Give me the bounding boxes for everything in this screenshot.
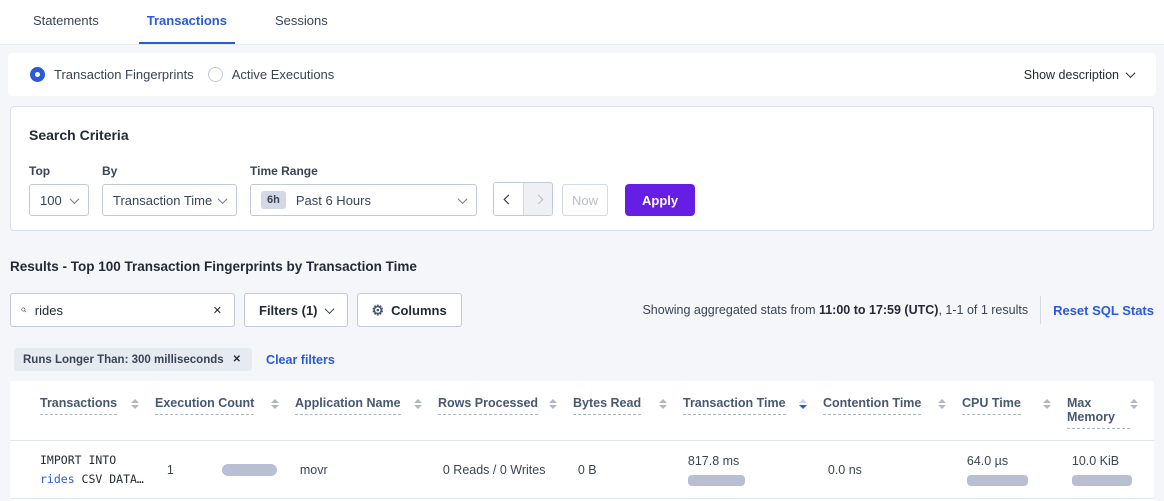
time-range-select[interactable]: 6h Past 6 Hours bbox=[250, 184, 477, 216]
transaction-time-bar bbox=[687, 474, 745, 486]
now-button[interactable]: Now bbox=[562, 184, 608, 216]
search-criteria-title: Search Criteria bbox=[29, 127, 129, 143]
tab-transactions[interactable]: Transactions bbox=[138, 13, 235, 44]
search-criteria-card: Search Criteria Top 100 By Transaction T… bbox=[10, 106, 1154, 231]
column-header-application-name[interactable]: Application Name bbox=[295, 396, 438, 440]
sort-icons bbox=[938, 399, 946, 409]
tab-sessions[interactable]: Sessions bbox=[274, 13, 328, 28]
search-input[interactable] bbox=[34, 302, 211, 318]
chevron-down-icon bbox=[1125, 68, 1136, 79]
filters-button[interactable]: Filters (1) bbox=[244, 293, 348, 327]
transaction-link[interactable]: rides bbox=[40, 471, 75, 486]
sort-icons bbox=[549, 399, 557, 409]
table-header-row: Transactions Execution Count Application… bbox=[10, 381, 1154, 441]
sort-icons bbox=[659, 399, 667, 409]
column-header-transactions[interactable]: Transactions bbox=[40, 396, 155, 440]
columns-button[interactable]: ⚙ Columns bbox=[356, 293, 462, 327]
execution-count-cell: 1 bbox=[160, 463, 300, 477]
remove-filter-icon[interactable]: ✕ bbox=[232, 354, 242, 365]
radio-active-executions[interactable]: Active Executions bbox=[207, 67, 335, 82]
results-section: Results - Top 100 Transaction Fingerprin… bbox=[0, 259, 1164, 371]
by-select-value: Transaction Time bbox=[113, 192, 213, 208]
contention-time-cell: 0.0 ns bbox=[827, 462, 862, 477]
column-header-contention-time[interactable]: Contention Time bbox=[823, 396, 962, 440]
filter-chip: Runs Longer Than: 300 milliseconds ✕ bbox=[14, 348, 253, 371]
top-tab-bar: Statements Transactions Sessions bbox=[0, 0, 1164, 45]
previous-time-button[interactable] bbox=[494, 183, 523, 215]
time-range-value: Past 6 Hours bbox=[295, 192, 371, 208]
top-field: Top 100 bbox=[29, 164, 89, 216]
cpu-time-cell: 64.0 µs bbox=[966, 454, 1072, 486]
sort-desc-icon bbox=[799, 399, 807, 409]
time-range-badge: 6h bbox=[261, 191, 286, 209]
apply-button[interactable]: Apply bbox=[625, 184, 696, 216]
rows-processed-cell: 0 Reads / 0 Writes bbox=[442, 462, 546, 477]
top-select-value: 100 bbox=[40, 192, 62, 208]
column-header-cpu-time[interactable]: CPU Time bbox=[962, 396, 1067, 440]
column-header-rows-processed[interactable]: Rows Processed bbox=[438, 396, 573, 440]
cpu-time-bar bbox=[966, 474, 1028, 486]
vertical-divider bbox=[1040, 296, 1042, 324]
table-row: IMPORT INTO rides CSV DATA… 1 movr 0 Rea… bbox=[10, 441, 1154, 499]
sort-icons bbox=[414, 399, 422, 409]
radio-transaction-fingerprints[interactable]: Transaction Fingerprints bbox=[30, 67, 194, 82]
bytes-read-cell: 0 B bbox=[577, 462, 597, 477]
time-shift-buttons bbox=[493, 182, 553, 216]
radio-selected-icon bbox=[30, 67, 45, 82]
column-header-bytes-read[interactable]: Bytes Read bbox=[573, 396, 683, 440]
execution-count-bar bbox=[221, 463, 277, 476]
by-select[interactable]: Transaction Time bbox=[102, 184, 237, 216]
filter-chip-label: Runs Longer Than: 300 milliseconds bbox=[23, 353, 224, 366]
application-name-cell: movr bbox=[299, 462, 328, 477]
chevron-down-icon bbox=[217, 193, 228, 204]
radio-unselected-icon bbox=[207, 67, 223, 82]
max-memory-cell: 10.0 KiB bbox=[1071, 454, 1159, 486]
search-box: ✕ bbox=[10, 293, 235, 327]
by-field: By Transaction Time bbox=[102, 164, 237, 216]
results-toolbar: ✕ Filters (1) ⚙ Columns Showing aggregat… bbox=[10, 293, 1154, 327]
search-icon bbox=[21, 307, 27, 313]
next-time-button[interactable] bbox=[523, 183, 552, 215]
radio-label: Active Executions bbox=[231, 67, 335, 82]
transaction-time-cell: 817.8 ms bbox=[687, 454, 828, 486]
column-header-max-memory[interactable]: Max Memory bbox=[1067, 396, 1154, 440]
chevron-down-icon bbox=[69, 193, 80, 204]
chevron-right-icon bbox=[533, 194, 543, 204]
tab-statements[interactable]: Statements bbox=[33, 13, 99, 28]
reset-sql-stats-link[interactable]: Reset SQL Stats bbox=[1053, 302, 1154, 318]
filters-label: Filters (1) bbox=[259, 302, 318, 318]
top-label: Top bbox=[29, 164, 51, 178]
radio-label: Transaction Fingerprints bbox=[54, 67, 194, 82]
clear-filters-link[interactable]: Clear filters bbox=[266, 352, 335, 367]
chevron-left-icon bbox=[503, 194, 514, 204]
chevron-down-icon bbox=[324, 303, 334, 314]
column-header-transaction-time[interactable]: Transaction Time bbox=[683, 396, 823, 440]
show-description-toggle[interactable]: Show description bbox=[1023, 67, 1136, 82]
sort-icons bbox=[1130, 399, 1138, 409]
sort-icons bbox=[131, 399, 139, 409]
max-memory-bar bbox=[1071, 474, 1132, 486]
by-label: By bbox=[102, 164, 118, 178]
transaction-fingerprint-cell[interactable]: IMPORT INTO rides CSV DATA… bbox=[40, 452, 144, 486]
sort-icons bbox=[271, 399, 279, 409]
column-header-execution-count[interactable]: Execution Count bbox=[155, 396, 295, 440]
sort-icons bbox=[1043, 399, 1051, 409]
applied-filters-bar: Runs Longer Than: 300 milliseconds ✕ Cle… bbox=[10, 348, 1154, 371]
toolbar-right: Showing aggregated stats from 11:00 to 1… bbox=[642, 296, 1154, 324]
gear-icon: ⚙ bbox=[371, 302, 385, 318]
results-title: Results - Top 100 Transaction Fingerprin… bbox=[10, 259, 417, 274]
clear-search-icon[interactable]: ✕ bbox=[212, 304, 222, 317]
stats-summary: Showing aggregated stats from 11:00 to 1… bbox=[642, 303, 1029, 317]
time-range-field: Time Range 6h Past 6 Hours bbox=[250, 164, 477, 216]
transactions-table: Transactions Execution Count Application… bbox=[10, 381, 1154, 501]
view-toggle-band: Transaction Fingerprints Active Executio… bbox=[8, 53, 1156, 96]
columns-label: Columns bbox=[391, 302, 447, 318]
chevron-down-icon bbox=[457, 193, 468, 204]
show-description-label: Show description bbox=[1023, 67, 1119, 82]
time-range-label: Time Range bbox=[250, 164, 318, 178]
top-select[interactable]: 100 bbox=[29, 184, 89, 216]
